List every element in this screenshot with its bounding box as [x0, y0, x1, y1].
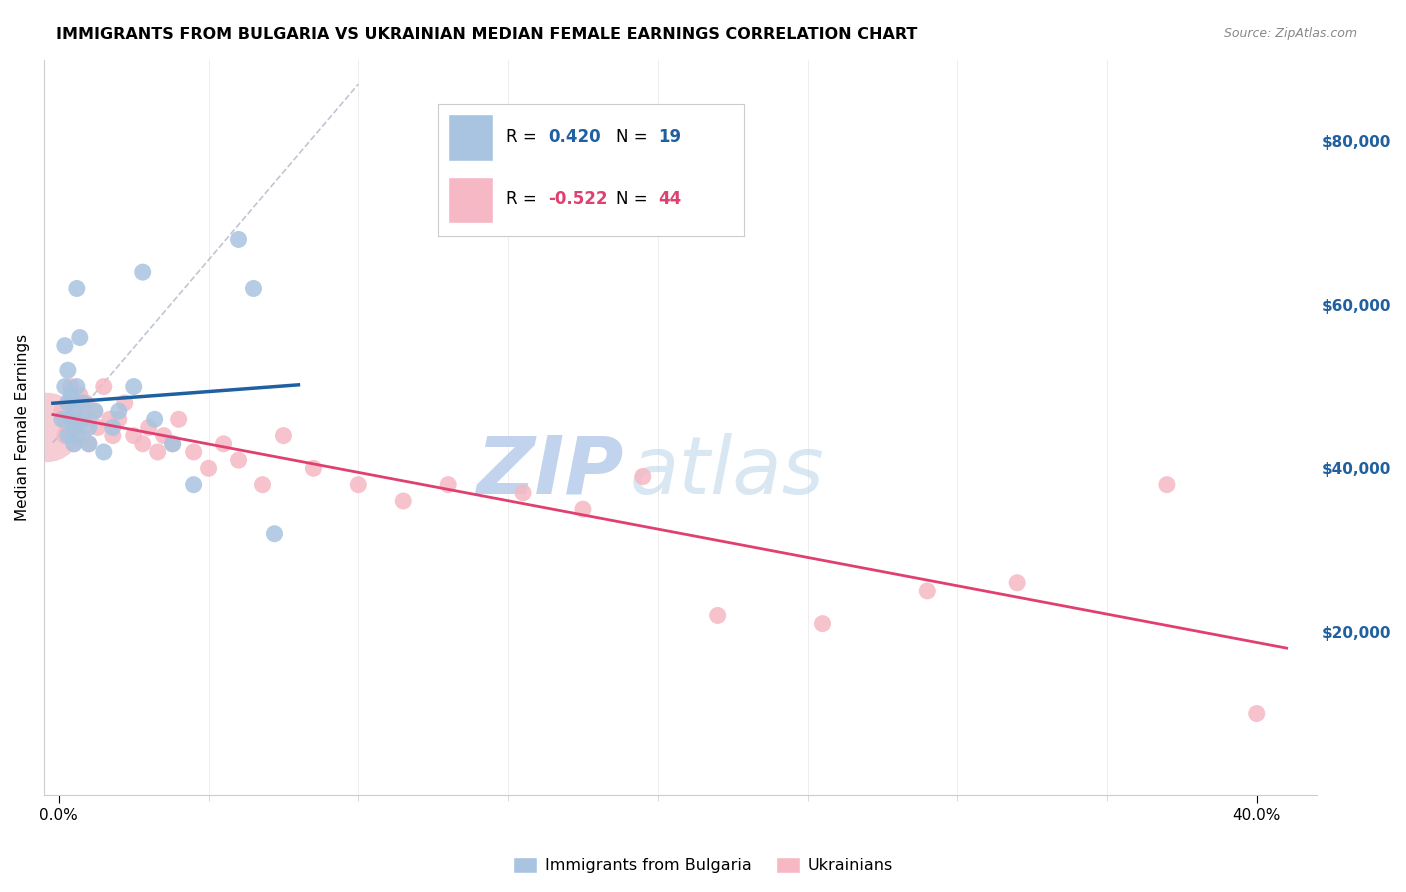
Point [69, 388, 91, 402]
Point [242, 281, 264, 295]
Point [263, 526, 285, 541]
Point [114, 396, 136, 410]
Point [63, 420, 86, 434]
Point [77, 437, 100, 451]
Point [53, 339, 76, 353]
Point [63, 437, 86, 451]
Point [66, 420, 89, 434]
Point [706, 608, 728, 623]
Point [917, 583, 939, 598]
Point [53, 379, 76, 393]
Point [51, 412, 73, 426]
Point [51, 404, 73, 418]
Point [572, 502, 595, 516]
Point [59, 379, 82, 393]
Point [302, 461, 325, 475]
Point [167, 412, 190, 426]
Point [143, 412, 166, 426]
Point [56, 396, 79, 410]
Point [53, 412, 76, 426]
Point [77, 420, 100, 434]
Point [107, 404, 129, 418]
Point [273, 428, 295, 442]
Point [66, 396, 89, 410]
Point [53, 428, 76, 442]
Point [1156, 477, 1178, 491]
Point [63, 437, 86, 451]
Point [101, 420, 124, 434]
Point [83, 404, 105, 418]
Point [252, 477, 274, 491]
Point [56, 396, 79, 410]
Point [347, 477, 370, 491]
Point [512, 486, 534, 500]
Point [66, 379, 89, 393]
Point [122, 428, 145, 442]
Point [69, 404, 91, 418]
Point [69, 330, 91, 344]
Point [132, 437, 155, 451]
Point [93, 445, 115, 459]
Point [183, 445, 205, 459]
Point [162, 437, 184, 451]
Legend: Immigrants from Bulgaria, Ukrainians: Immigrants from Bulgaria, Ukrainians [506, 850, 900, 880]
Point [66, 281, 89, 295]
Point [77, 412, 100, 426]
Point [87, 420, 110, 434]
Y-axis label: Median Female Earnings: Median Female Earnings [15, 334, 30, 521]
Point [138, 420, 160, 434]
Point [59, 412, 82, 426]
Point [152, 428, 174, 442]
Point [83, 404, 105, 418]
Point [56, 420, 79, 434]
Point [1005, 575, 1028, 590]
Point [197, 461, 219, 475]
Point [63, 412, 86, 426]
Point [132, 265, 155, 279]
Point [56, 363, 79, 377]
Point [437, 477, 460, 491]
Point [35, 420, 58, 434]
Point [72, 412, 94, 426]
Point [75, 396, 97, 410]
Point [162, 437, 184, 451]
Point [72, 412, 94, 426]
Point [1246, 706, 1268, 721]
Text: atlas: atlas [630, 433, 824, 510]
Point [146, 445, 169, 459]
Point [228, 453, 250, 467]
Point [98, 412, 121, 426]
Point [392, 494, 415, 508]
Point [56, 428, 79, 442]
Point [122, 379, 145, 393]
Point [77, 437, 100, 451]
Point [212, 437, 235, 451]
Point [631, 469, 654, 483]
Point [811, 616, 834, 631]
Point [107, 412, 129, 426]
Point [93, 379, 115, 393]
Point [59, 388, 82, 402]
Point [72, 396, 94, 410]
Point [66, 428, 89, 442]
Point [183, 477, 205, 491]
Point [63, 404, 86, 418]
Text: IMMIGRANTS FROM BULGARIA VS UKRAINIAN MEDIAN FEMALE EARNINGS CORRELATION CHART: IMMIGRANTS FROM BULGARIA VS UKRAINIAN ME… [56, 27, 918, 42]
Text: ZIP: ZIP [475, 433, 623, 510]
Point [72, 428, 94, 442]
Point [59, 404, 82, 418]
Point [101, 428, 124, 442]
Text: Source: ZipAtlas.com: Source: ZipAtlas.com [1223, 27, 1357, 40]
Point [228, 232, 250, 246]
